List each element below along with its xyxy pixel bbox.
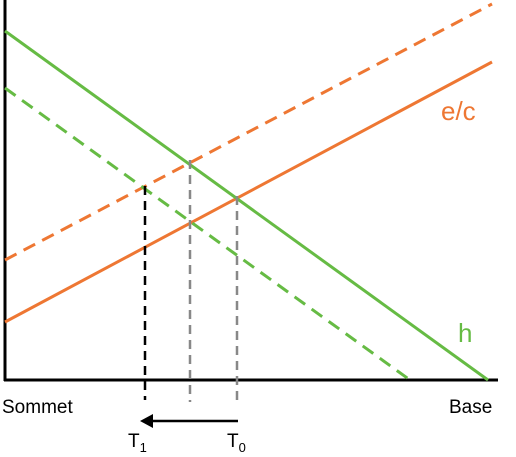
shift-arrow-head (140, 414, 153, 428)
curve-label-h: h (458, 318, 472, 348)
marker-t1: T1 (128, 431, 147, 455)
axis-label-right: Base (449, 397, 492, 418)
curve-label-ec: e/c (441, 96, 476, 126)
marker-t0-subscript: 0 (239, 440, 246, 455)
marker-t0-letter: T (227, 431, 239, 452)
h-curve-shifted (4, 86, 411, 382)
ec-curve-shifted (4, 2, 493, 262)
axis-label-left: Sommet (2, 397, 73, 418)
marker-t1-letter: T (128, 431, 140, 452)
h-curve (4, 29, 489, 382)
marker-t1-subscript: 1 (140, 440, 147, 455)
marker-t0: T0 (227, 431, 246, 455)
ec-curve (4, 60, 493, 324)
